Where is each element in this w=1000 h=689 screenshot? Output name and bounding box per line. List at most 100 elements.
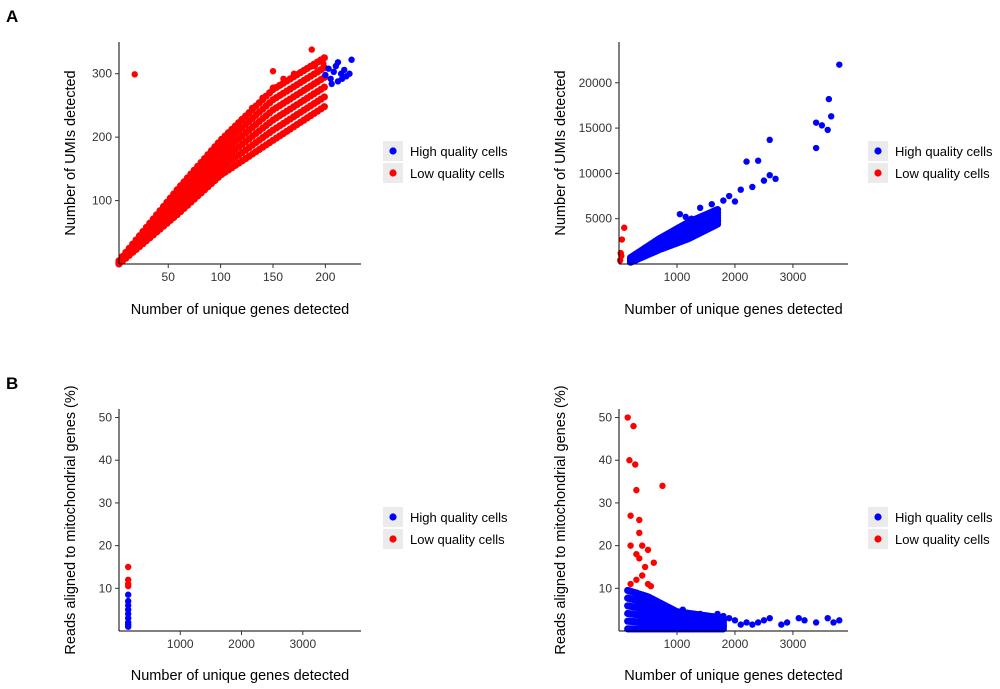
data-point	[154, 219, 161, 226]
data-point	[743, 158, 750, 165]
legend-label: High quality cells	[895, 144, 993, 159]
data-point	[124, 563, 132, 571]
x-tick-label: 3000	[780, 637, 807, 651]
data-point	[696, 204, 704, 212]
y-tick-label: 10	[599, 581, 613, 595]
legend-marker	[874, 513, 882, 521]
data-point	[290, 70, 298, 77]
data-point	[644, 246, 652, 253]
data-point	[638, 249, 646, 257]
data-point	[269, 67, 277, 75]
data-point	[325, 65, 332, 72]
legend-label: High quality cells	[410, 510, 508, 525]
series-points	[322, 56, 355, 88]
x-tick-label: 150	[263, 270, 283, 284]
data-point	[682, 213, 689, 221]
data-point	[737, 621, 744, 628]
data-point	[626, 457, 633, 464]
data-point	[175, 192, 182, 199]
data-point	[624, 414, 631, 421]
data-point	[673, 227, 681, 234]
data-point	[743, 619, 750, 626]
data-point	[627, 542, 634, 549]
data-point	[269, 84, 277, 91]
data-point	[659, 482, 666, 490]
data-point	[708, 200, 715, 208]
legend-marker	[389, 147, 397, 155]
y-tick-label: 30	[599, 496, 613, 510]
data-point	[227, 127, 235, 134]
x-tick-label: 3000	[289, 637, 316, 651]
legend: High quality cells Low quality cells	[868, 507, 993, 549]
legend-marker	[389, 535, 397, 543]
legend-marker	[874, 535, 882, 543]
series-points	[117, 46, 327, 265]
data-point	[676, 210, 684, 218]
y-tick-label: 10	[99, 581, 113, 595]
data-point	[720, 612, 727, 620]
chart-b-left: 1000 2000 3000 10 20 30 40 50 Number of unique g…	[63, 385, 508, 684]
data-point	[836, 617, 843, 624]
data-point	[248, 104, 256, 112]
data-point	[812, 119, 820, 126]
data-point	[636, 555, 643, 562]
series-points	[630, 61, 843, 262]
series-points	[630, 589, 843, 628]
data-point	[795, 614, 802, 622]
y-tick-label: 50	[599, 411, 613, 425]
data-point	[618, 252, 625, 260]
data-point	[144, 232, 151, 239]
y-tick-label: 300	[92, 67, 112, 81]
data-point	[124, 597, 132, 605]
data-point	[133, 243, 141, 250]
y-tick-label: 20000	[579, 76, 613, 90]
chart-a-right: 1000 2000 3000 5000 10000 15000 20000 Number of…	[553, 42, 993, 318]
data-point	[650, 243, 657, 250]
x-tick-label: 1000	[664, 637, 691, 651]
data-point	[338, 75, 346, 82]
data-point	[818, 122, 826, 129]
data-point	[737, 186, 744, 193]
y-tick-label: 40	[99, 453, 113, 467]
data-point	[636, 516, 643, 524]
y-tick-label: 50	[99, 411, 113, 425]
x-tick-label: 1000	[167, 637, 194, 651]
data-point	[827, 113, 835, 120]
y-tick-label: 100	[92, 194, 112, 208]
data-point	[633, 486, 640, 494]
data-point	[836, 61, 843, 68]
data-point	[679, 606, 686, 613]
y-tick-label: 10000	[579, 166, 613, 180]
x-tick-label: 200	[315, 270, 335, 284]
data-point	[667, 610, 675, 618]
x-tick-label: 3000	[780, 270, 807, 284]
data-point	[731, 198, 739, 205]
x-tick-label: 1000	[664, 270, 691, 284]
data-point	[311, 62, 319, 70]
data-point	[627, 512, 634, 519]
data-point	[754, 619, 762, 626]
data-point	[825, 95, 833, 103]
series-points	[124, 563, 132, 590]
data-point	[638, 572, 646, 579]
data-point	[630, 255, 637, 262]
y-tick-label: 200	[92, 130, 112, 144]
data-point	[760, 617, 768, 624]
data-point	[696, 610, 704, 618]
data-point	[783, 619, 791, 626]
data-point	[685, 619, 692, 626]
data-point	[301, 66, 308, 74]
data-point	[749, 621, 756, 628]
data-point	[320, 60, 327, 67]
data-point	[801, 617, 808, 624]
data-point	[348, 56, 355, 63]
data-point	[346, 70, 353, 77]
data-point	[731, 617, 739, 624]
data-point	[749, 183, 756, 191]
series-points	[624, 414, 666, 590]
data-point	[327, 75, 334, 82]
y-tick-label: 30	[99, 496, 113, 510]
data-point	[812, 619, 820, 626]
data-point	[656, 602, 663, 609]
data-point	[644, 546, 652, 554]
